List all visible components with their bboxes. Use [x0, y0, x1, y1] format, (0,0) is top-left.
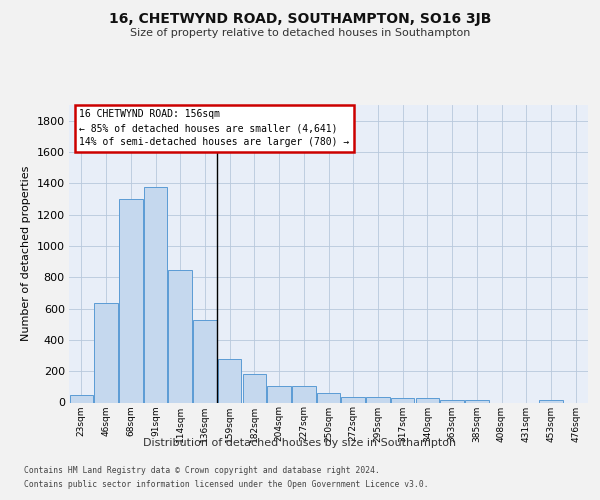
Bar	[218, 360, 241, 403]
Text: 16, CHETWYND ROAD, SOUTHAMPTON, SO16 3JB: 16, CHETWYND ROAD, SOUTHAMPTON, SO16 3JB	[109, 12, 491, 26]
Bar	[70, 394, 93, 402]
Bar	[440, 400, 464, 402]
Bar	[144, 187, 167, 402]
Bar	[465, 400, 488, 402]
Bar	[539, 400, 563, 402]
Text: 16 CHETWYND ROAD: 156sqm
← 85% of detached houses are smaller (4,641)
14% of sem: 16 CHETWYND ROAD: 156sqm ← 85% of detach…	[79, 110, 350, 148]
Bar	[169, 270, 192, 402]
Bar	[268, 386, 291, 402]
Y-axis label: Number of detached properties: Number of detached properties	[21, 166, 31, 342]
Text: Size of property relative to detached houses in Southampton: Size of property relative to detached ho…	[130, 28, 470, 38]
Bar	[391, 398, 415, 402]
Bar	[317, 393, 340, 402]
Text: Distribution of detached houses by size in Southampton: Distribution of detached houses by size …	[143, 438, 457, 448]
Bar	[94, 303, 118, 402]
Bar	[193, 320, 217, 402]
Bar	[366, 396, 389, 402]
Bar	[242, 374, 266, 402]
Bar	[416, 398, 439, 402]
Bar	[119, 199, 143, 402]
Text: Contains HM Land Registry data © Crown copyright and database right 2024.: Contains HM Land Registry data © Crown c…	[24, 466, 380, 475]
Bar	[341, 396, 365, 402]
Bar	[292, 386, 316, 402]
Text: Contains public sector information licensed under the Open Government Licence v3: Contains public sector information licen…	[24, 480, 428, 489]
